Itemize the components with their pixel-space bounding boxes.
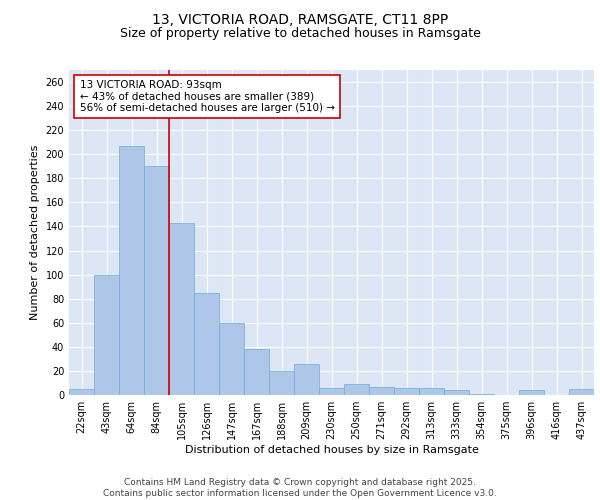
Y-axis label: Number of detached properties: Number of detached properties bbox=[30, 145, 40, 320]
Bar bbox=[219, 323, 244, 395]
Bar bbox=[144, 166, 169, 395]
Bar bbox=[319, 388, 344, 395]
Bar bbox=[194, 292, 219, 395]
Text: Contains HM Land Registry data © Crown copyright and database right 2025.
Contai: Contains HM Land Registry data © Crown c… bbox=[103, 478, 497, 498]
Bar bbox=[69, 389, 94, 395]
Bar bbox=[444, 390, 469, 395]
Bar bbox=[269, 371, 294, 395]
X-axis label: Distribution of detached houses by size in Ramsgate: Distribution of detached houses by size … bbox=[185, 445, 478, 455]
Text: 13, VICTORIA ROAD, RAMSGATE, CT11 8PP: 13, VICTORIA ROAD, RAMSGATE, CT11 8PP bbox=[152, 12, 448, 26]
Bar bbox=[569, 389, 594, 395]
Bar bbox=[519, 390, 544, 395]
Text: Size of property relative to detached houses in Ramsgate: Size of property relative to detached ho… bbox=[119, 28, 481, 40]
Bar bbox=[419, 388, 444, 395]
Bar bbox=[394, 388, 419, 395]
Bar bbox=[169, 223, 194, 395]
Bar bbox=[344, 384, 369, 395]
Bar bbox=[294, 364, 319, 395]
Bar bbox=[469, 394, 494, 395]
Bar bbox=[244, 350, 269, 395]
Bar bbox=[119, 146, 144, 395]
Bar bbox=[369, 386, 394, 395]
Text: 13 VICTORIA ROAD: 93sqm
← 43% of detached houses are smaller (389)
56% of semi-d: 13 VICTORIA ROAD: 93sqm ← 43% of detache… bbox=[79, 80, 335, 113]
Bar bbox=[94, 274, 119, 395]
